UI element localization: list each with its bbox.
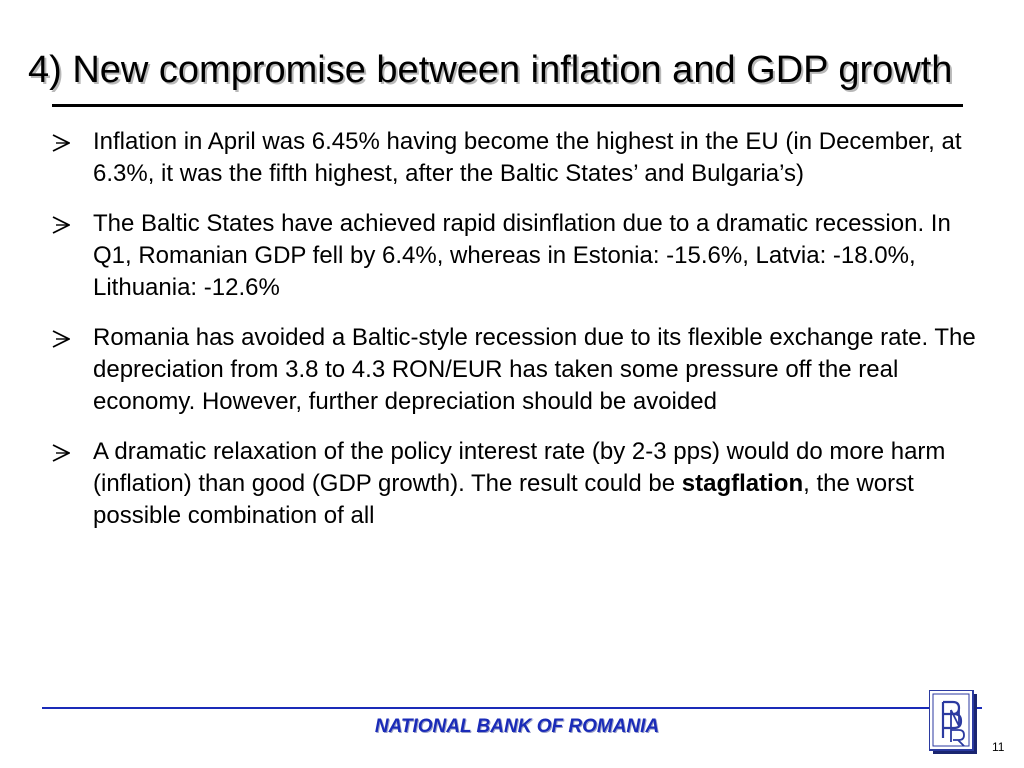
title-rule: [52, 104, 963, 107]
bullet-item: Romania has avoided a Baltic-style reces…: [52, 322, 992, 418]
bullet-item: Inflation in April was 6.45% having beco…: [52, 126, 992, 190]
arrowhead-bullet-icon: [52, 444, 70, 462]
bullet-text: The Baltic States have achieved rapid di…: [93, 210, 951, 301]
page-number: 11: [992, 740, 1005, 754]
bullet-text: , the worst possible combination of all: [93, 470, 914, 529]
bnr-logo-icon: [929, 690, 977, 754]
bullet-text: Romania has avoided a Baltic-style reces…: [93, 324, 976, 415]
slide-title: 4) New compromise between inflation and …: [28, 49, 953, 91]
bullet-item: A dramatic relaxation of the policy inte…: [52, 436, 992, 532]
footer-bank-name: NATIONAL BANK OF ROMANIA: [374, 716, 660, 737]
bullet-list: Inflation in April was 6.45% having beco…: [52, 126, 992, 550]
footer-rule: [42, 707, 982, 709]
arrowhead-bullet-icon: [52, 134, 70, 152]
bullet-bold-text: stagflation: [681, 470, 804, 497]
bullet-text: Inflation in April was 6.45% having beco…: [93, 128, 962, 187]
bullet-text: A dramatic relaxation of the policy inte…: [93, 438, 946, 497]
bullet-item: The Baltic States have achieved rapid di…: [52, 208, 992, 304]
arrowhead-bullet-icon: [52, 216, 70, 234]
arrowhead-bullet-icon: [52, 330, 70, 348]
